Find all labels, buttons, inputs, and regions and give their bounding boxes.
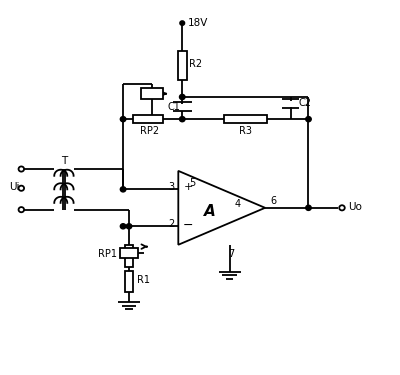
Bar [133,115,163,123]
Circle shape [180,21,185,26]
Text: C2: C2 [299,98,312,108]
Bar [178,51,186,80]
Text: A: A [204,204,216,219]
Text: Uo: Uo [348,202,362,212]
Text: 18V: 18V [188,18,208,28]
Text: RP1: RP1 [98,249,117,259]
Bar [125,272,133,292]
Text: R1: R1 [137,274,150,285]
Text: 3: 3 [168,183,174,192]
Text: 4: 4 [234,199,240,209]
Bar [141,88,163,99]
Circle shape [180,117,185,122]
Text: Ui: Ui [9,183,19,192]
Circle shape [120,224,126,229]
Text: 5: 5 [189,178,195,188]
Circle shape [306,205,311,210]
Circle shape [120,117,126,122]
Circle shape [120,187,126,192]
Text: R2: R2 [189,59,202,69]
Text: C1: C1 [167,102,180,112]
Circle shape [126,224,132,229]
Text: 2: 2 [168,219,174,230]
Bar [125,245,133,267]
Text: RP2: RP2 [140,126,160,136]
Text: T: T [61,156,67,166]
Bar [120,249,138,258]
Circle shape [180,94,185,100]
Text: R3: R3 [239,126,252,136]
Text: −: − [183,219,194,232]
Text: +: + [184,183,193,192]
Text: 6: 6 [270,196,276,206]
Circle shape [306,117,311,122]
Text: 7: 7 [228,249,235,259]
Bar [224,115,267,123]
